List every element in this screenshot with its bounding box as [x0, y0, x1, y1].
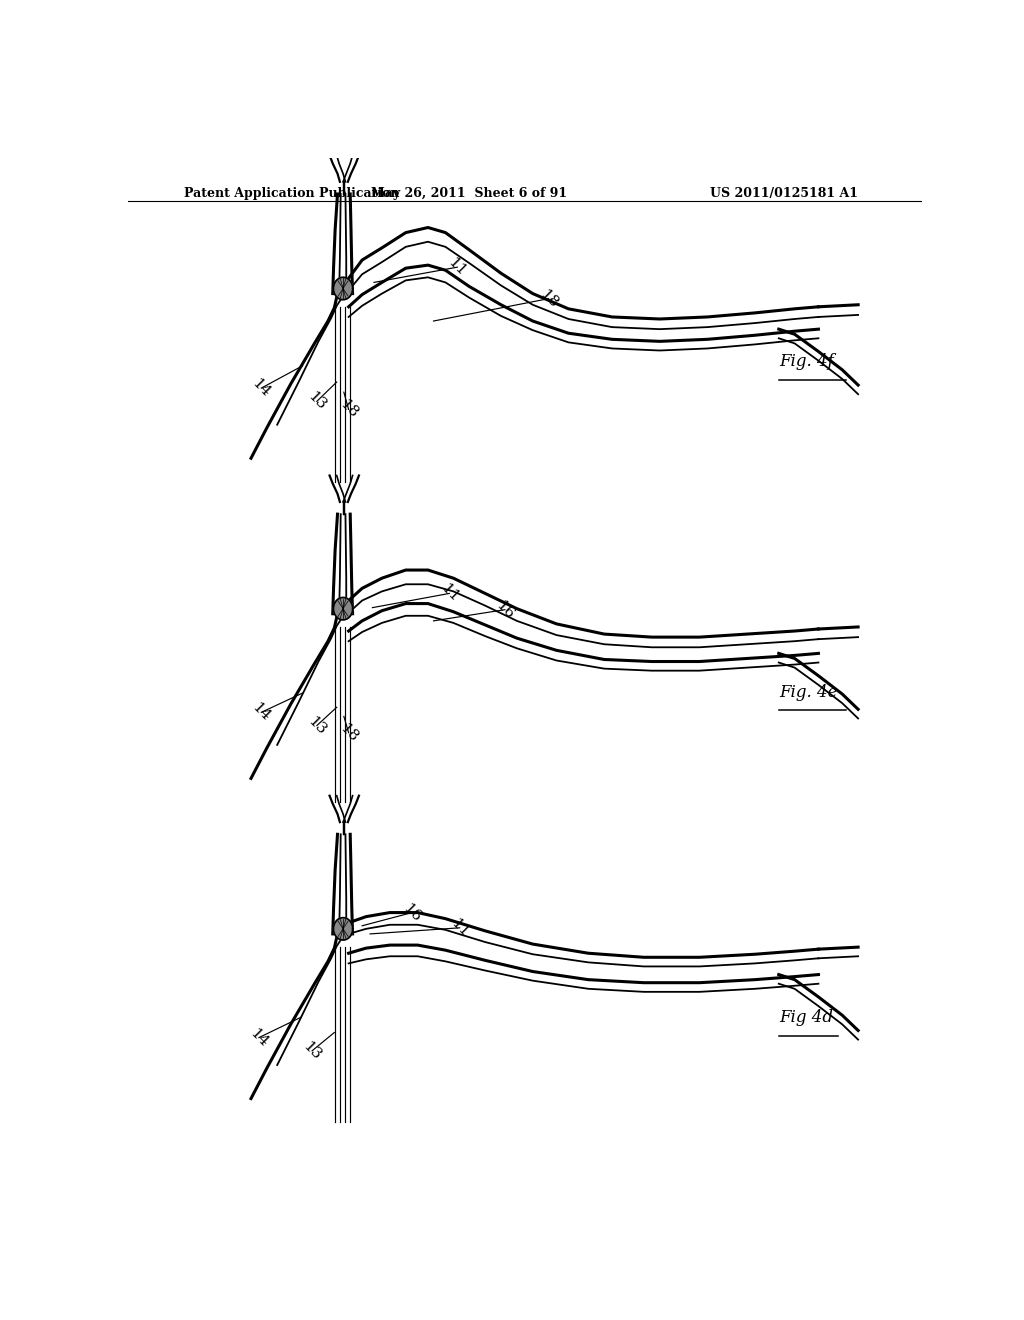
Text: 18: 18 — [537, 286, 560, 310]
Text: 18: 18 — [337, 397, 360, 421]
Text: Fig 4d: Fig 4d — [778, 1008, 833, 1026]
Text: 14: 14 — [250, 376, 273, 400]
Text: 13: 13 — [305, 389, 329, 413]
Text: 11: 11 — [447, 916, 472, 940]
Text: 18: 18 — [337, 721, 360, 744]
Text: 16: 16 — [400, 900, 424, 924]
Polygon shape — [334, 598, 352, 620]
Text: 14: 14 — [250, 701, 273, 725]
Text: Patent Application Publication: Patent Application Publication — [183, 187, 399, 199]
Text: Fig. 4f: Fig. 4f — [778, 354, 834, 370]
Text: 13: 13 — [300, 1039, 324, 1063]
Polygon shape — [334, 917, 352, 940]
Text: Fig. 4e: Fig. 4e — [778, 684, 838, 701]
Text: 13: 13 — [305, 714, 329, 738]
Text: US 2011/0125181 A1: US 2011/0125181 A1 — [710, 187, 858, 199]
Polygon shape — [334, 277, 352, 300]
Text: 14: 14 — [247, 1026, 270, 1049]
Text: 16: 16 — [494, 598, 517, 622]
Text: 11: 11 — [445, 255, 469, 279]
Text: May 26, 2011  Sheet 6 of 91: May 26, 2011 Sheet 6 of 91 — [371, 187, 567, 199]
Text: 11: 11 — [437, 582, 461, 606]
